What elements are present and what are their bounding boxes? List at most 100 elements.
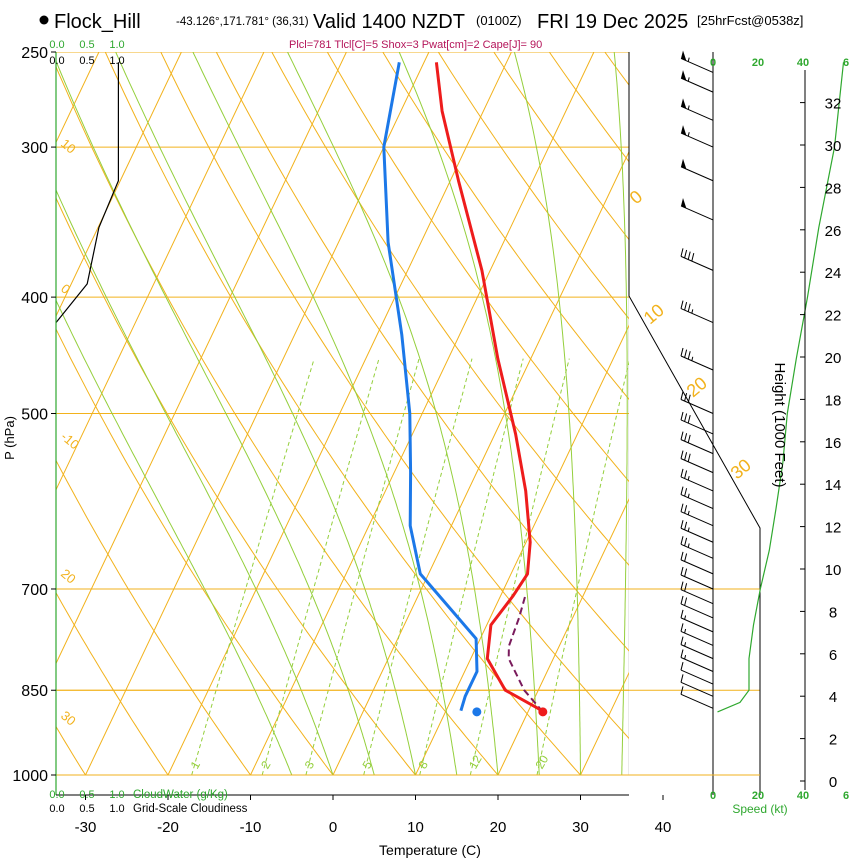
isotherm-label: 30 (58, 708, 79, 729)
cloudiness-scale-top: 0.0 (49, 55, 64, 67)
cloudwater-scale-bottom: 0.0 (49, 789, 64, 801)
wind-barb (680, 674, 714, 697)
p-tick-label: 500 (21, 407, 48, 424)
dry-adiabat-line (56, 196, 416, 776)
wind-barb-feather (684, 568, 688, 577)
header: Flock_Hill -43.126°,171.781° (36,31) Val… (39, 11, 803, 51)
dry-adiabat-label: 20 (683, 373, 711, 401)
isotherm-line (250, 52, 595, 776)
speed-tick-label-bottom: 40 (797, 790, 809, 802)
site-name: Flock_Hill (54, 11, 141, 33)
wind-barb-half (687, 527, 690, 532)
mixing-ratio-line (419, 358, 524, 776)
wind-barb-staff (680, 308, 714, 324)
wind-barb (680, 347, 714, 371)
wind-barb-staff (680, 399, 714, 414)
moist-adiabat-line (56, 299, 293, 776)
dry-adiabat-line (326, 52, 629, 483)
wind-barb-feather (680, 551, 684, 560)
speed-tick-label-top: 6 (843, 57, 849, 69)
wind-barb-feather (687, 303, 691, 312)
p-tick-label: 850 (21, 683, 48, 700)
dry-adiabat-line (160, 52, 629, 740)
wind-barb (680, 411, 714, 435)
wind-barb-half (684, 654, 687, 660)
utc-time: (0100Z) (476, 13, 522, 28)
cloudwater-scale-bottom: 1.0 (109, 789, 124, 801)
wind-barb (680, 595, 714, 619)
wind-barb-feather (687, 394, 691, 403)
cloudwater-scale-top: 1.0 (109, 39, 124, 51)
wind-barb (680, 551, 714, 575)
speed-axis-label: Speed (kt) (732, 802, 787, 816)
moist-adiabat-line (613, 52, 628, 775)
height-tick-label: 18 (825, 392, 842, 409)
wind-barb (680, 248, 714, 271)
mixing-ratio-label: 12 (466, 752, 485, 771)
wind-barb (680, 486, 714, 510)
cloudiness-line (55, 62, 119, 323)
dry-adiabat-label: 10 (640, 300, 668, 328)
cloudwater-scale-top: 0.0 (49, 39, 64, 51)
wind-barb-feather (680, 520, 684, 529)
moist-adiabat-line (115, 52, 416, 776)
moist-adiabat-line (192, 52, 458, 776)
forecast-run: [25hrFcst@0538z] (697, 13, 803, 28)
speed-tick-label-bottom: 0 (710, 790, 716, 802)
x-tick-label: 30 (572, 819, 589, 836)
speed-tick-label-top: 20 (752, 57, 764, 69)
x-tick-label: 20 (490, 819, 507, 836)
wind-barb-staff (680, 439, 714, 455)
wind-barb-staff (680, 527, 714, 543)
mixing-ratio-line (305, 358, 420, 776)
wind-barb-feather (680, 431, 684, 440)
wind-barb-feather (680, 503, 684, 512)
wind-barb-flag (681, 70, 687, 81)
wind-barb-flag (681, 50, 687, 61)
wind-barb-half (687, 105, 690, 110)
wind-barb-staff (680, 644, 714, 660)
isotherm-label: -10 (58, 429, 82, 453)
height-tick-label: 16 (825, 435, 842, 452)
x-tick-label: 0 (329, 819, 337, 836)
dry-adiabat-line (56, 591, 169, 776)
moist-adiabat-line (513, 52, 581, 775)
site-marker-icon (39, 15, 49, 25)
wind-barb (680, 636, 714, 660)
wind-barb-feather (687, 415, 691, 424)
dry-adiabat-line (437, 52, 629, 320)
wind-barb-feather (684, 249, 688, 259)
wind-barb (680, 661, 714, 685)
wind-barb (680, 520, 714, 543)
wind-barb (680, 623, 714, 646)
wind-barb-staff (680, 458, 714, 474)
wind-barb-feather (684, 521, 688, 530)
height-tick-label: 30 (825, 138, 842, 155)
surface-dewpoint-point (472, 707, 482, 717)
isotherm-line (663, 52, 850, 775)
wind-barb-feather (680, 661, 684, 671)
x-tick-label: -20 (157, 819, 179, 836)
wind-barb-feather (680, 649, 684, 658)
isotherm-line (746, 52, 850, 775)
wind-barb-staff (680, 681, 714, 697)
wind-barb-feather (680, 450, 684, 459)
wind-barb-half (687, 132, 690, 137)
wind-barb-half (687, 475, 690, 481)
wind-barb-half (691, 356, 694, 361)
wind-barb-half (687, 543, 690, 548)
wind-barb-staff (680, 603, 714, 619)
wind-barb-feather (680, 581, 684, 590)
wind-barb-feather (680, 595, 684, 605)
wind-barb (680, 686, 714, 709)
wind-barb-flag (681, 125, 687, 136)
cloudwater-scale-top: 0.5 (79, 39, 94, 51)
height-tick-label: 20 (825, 350, 842, 367)
dry-adiabat-line (604, 52, 629, 86)
height-tick-label: 22 (825, 308, 842, 325)
wind-barb-feather (684, 505, 688, 514)
wind-barb-half (691, 309, 694, 314)
wind-barb-staff (680, 559, 714, 575)
mixing-ratio-line (363, 358, 473, 776)
